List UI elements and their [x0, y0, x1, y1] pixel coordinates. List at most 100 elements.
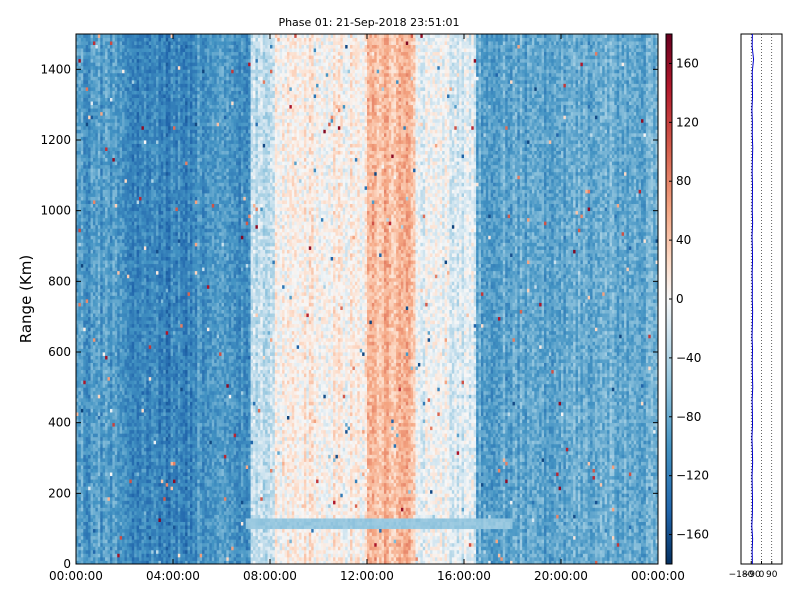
heatmap-cell: [80, 408, 84, 413]
heatmap-cell: [114, 549, 118, 554]
heatmap-cell: [78, 493, 82, 498]
heatmap-cell: [117, 521, 121, 526]
heatmap-cell: [107, 503, 111, 508]
heatmap-cell: [107, 539, 111, 544]
heatmap-cell: [97, 136, 101, 141]
heatmap-cell: [139, 87, 142, 91]
heatmap-cell: [122, 299, 125, 303]
heatmap-cell: [119, 175, 123, 180]
heatmap-cell: [85, 62, 89, 67]
heatmap-cell: [124, 344, 128, 349]
heatmap-cell: [78, 412, 82, 416]
heatmap-cell: [83, 355, 87, 360]
heatmap-cell: [88, 97, 91, 102]
heatmap-cell: [76, 458, 79, 462]
heatmap-cell: [88, 433, 91, 438]
heatmap-cell: [105, 111, 108, 116]
heatmap-cell: [76, 140, 79, 144]
heatmap-cell: [146, 58, 150, 63]
heatmap-cell: [156, 447, 159, 452]
heatmap-cell: [109, 76, 113, 81]
heatmap-cell: [136, 401, 140, 406]
heatmap-cell: [136, 79, 140, 84]
heatmap-cell: [139, 147, 142, 151]
heatmap-cell: [114, 193, 118, 197]
heatmap-cell: [107, 175, 111, 180]
heatmap-cell: [122, 41, 125, 45]
heatmap-cell: [83, 281, 87, 286]
heatmap-cell: [102, 511, 106, 515]
heatmap-cell: [126, 111, 130, 116]
heatmap-cell: [151, 217, 154, 222]
heatmap-cell: [122, 468, 125, 473]
heatmap-cell: [97, 118, 101, 123]
heatmap-cell: [151, 447, 154, 452]
heatmap-cell: [117, 511, 121, 515]
heatmap-cell: [80, 436, 84, 441]
heatmap-cell: [122, 440, 125, 445]
heatmap-cell: [117, 433, 121, 438]
heatmap-cell: [151, 256, 154, 261]
heatmap-cell: [112, 104, 116, 109]
heatmap-cell: [129, 560, 133, 565]
heatmap-cell: [117, 475, 121, 480]
heatmap-cell: [134, 299, 138, 303]
heatmap-cell: [97, 203, 101, 208]
heatmap-cell: [122, 348, 125, 353]
heatmap-cell: [112, 334, 116, 339]
heatmap-cell: [109, 405, 113, 409]
heatmap-cell: [117, 373, 121, 378]
heatmap-cell: [126, 288, 130, 293]
heatmap-cell: [85, 539, 89, 544]
heatmap-cell: [134, 58, 138, 63]
heatmap-cell: [156, 401, 159, 406]
heatmap-cell: [105, 76, 108, 81]
heatmap-cell: [143, 468, 147, 473]
heatmap-cell: [136, 207, 140, 212]
heatmap-cell: [88, 352, 91, 356]
heatmap-cell: [122, 210, 125, 215]
heatmap-cell: [97, 108, 101, 113]
heatmap-cell: [88, 337, 91, 342]
heatmap-cell: [122, 118, 125, 123]
heatmap-cell: [153, 69, 157, 74]
heatmap-cell: [141, 210, 145, 215]
heatmap-cell: [95, 143, 99, 148]
heatmap-cell: [148, 422, 152, 427]
heatmap-cell: [139, 503, 142, 508]
heatmap-cell: [151, 397, 154, 402]
heatmap-cell: [92, 267, 96, 272]
heatmap-cell: [100, 454, 104, 459]
heatmap-cell: [109, 157, 113, 162]
heatmap-cell: [129, 344, 133, 349]
heatmap-cell: [92, 242, 96, 247]
heatmap-cell: [109, 390, 113, 395]
heatmap-cell: [117, 376, 121, 381]
heatmap-cell: [143, 291, 147, 296]
heatmap-cell: [102, 514, 106, 519]
heatmap-cell: [136, 295, 140, 300]
heatmap-cell: [124, 341, 128, 346]
heatmap-cell: [78, 352, 82, 356]
heatmap-cell: [80, 334, 84, 339]
heatmap-cell: [83, 295, 87, 300]
heatmap-cell: [76, 479, 79, 484]
heatmap-cell: [112, 132, 116, 137]
heatmap-cell: [92, 210, 96, 215]
heatmap-cell: [95, 362, 99, 367]
heatmap-cell: [92, 355, 96, 360]
heatmap-cell: [122, 150, 125, 155]
heatmap-cell: [80, 401, 84, 406]
heatmap-cell: [124, 369, 128, 374]
heatmap-cell: [148, 270, 152, 275]
heatmap-cell: [109, 514, 113, 519]
heatmap-cell: [80, 518, 84, 522]
heatmap-cell: [100, 83, 104, 88]
heatmap-cell: [109, 210, 113, 215]
heatmap-cell: [141, 193, 145, 197]
heatmap-cell: [143, 553, 147, 558]
heatmap-cell: [102, 228, 106, 233]
heatmap-cell: [151, 69, 154, 74]
heatmap-cell: [100, 87, 104, 91]
heatmap-cell: [124, 125, 128, 130]
